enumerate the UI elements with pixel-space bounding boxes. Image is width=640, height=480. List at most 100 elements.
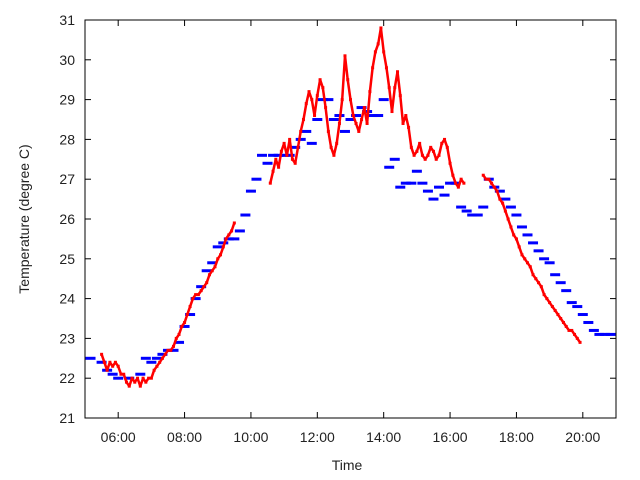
red-series-point (570, 328, 574, 332)
red-series-point (390, 110, 394, 114)
red-series-point (512, 233, 516, 237)
red-series-point (304, 102, 308, 106)
red-series-point (124, 380, 128, 384)
red-series-point (526, 261, 529, 265)
red-series-point (407, 125, 411, 129)
red-series-point (434, 157, 438, 161)
red-series-point (288, 137, 292, 141)
red-series-point (169, 348, 173, 352)
red-series-point (130, 376, 134, 380)
red-series-point (216, 257, 220, 261)
y-tick-label: 28 (59, 131, 75, 147)
red-series-point (514, 237, 518, 241)
red-series-point (528, 265, 532, 269)
y-tick-label: 27 (59, 171, 75, 187)
red-series-point (371, 66, 375, 70)
x-tick-label: 08:00 (167, 429, 202, 445)
red-series-point (454, 181, 458, 185)
red-series-point (459, 177, 463, 181)
red-series-point (517, 245, 521, 249)
y-tick-label: 22 (59, 370, 75, 386)
red-series-point (382, 50, 386, 54)
red-series-point (100, 352, 104, 356)
red-series-point (462, 181, 466, 185)
red-series-point (573, 332, 577, 336)
y-tick-label: 25 (59, 251, 75, 267)
red-series-point (149, 376, 153, 380)
red-series-point (384, 66, 388, 70)
x-tick-label: 12:00 (300, 429, 335, 445)
red-series-point (365, 121, 369, 125)
red-series-point (412, 153, 416, 157)
y-tick-label: 24 (59, 291, 75, 307)
red-series-point (445, 145, 449, 149)
red-series-point (191, 297, 195, 301)
red-series-point (561, 320, 565, 324)
plot-frame (84, 19, 617, 419)
red-series-point (185, 313, 189, 317)
red-series-point (147, 376, 151, 380)
red-series-point (321, 86, 325, 90)
x-tick-label: 10:00 (233, 429, 268, 445)
red-series-point (196, 293, 200, 297)
red-series-point (199, 289, 203, 293)
red-series-point (578, 340, 582, 344)
red-series-point (141, 376, 145, 380)
red-series-point (550, 305, 554, 309)
red-series-point (180, 324, 184, 328)
red-series-point (116, 364, 120, 368)
red-series-point (205, 281, 209, 285)
red-series-point (393, 86, 397, 90)
red-series-point (127, 384, 131, 388)
red-series-point (202, 285, 206, 289)
red-series-point (548, 301, 552, 305)
x-tick-label: 16:00 (433, 429, 468, 445)
red-series-point (224, 237, 228, 241)
red-series-point (324, 106, 328, 110)
red-series-point (296, 145, 300, 149)
red-series-point (448, 161, 452, 165)
red-series-point (207, 273, 211, 277)
y-tick-label: 29 (59, 92, 75, 108)
red-series-point (506, 217, 510, 221)
y-axis-title: Temperature (degree C) (16, 144, 32, 293)
red-series-point (437, 153, 441, 157)
red-series-point (279, 149, 283, 153)
red-series-point (301, 118, 305, 121)
red-series-point (564, 324, 568, 328)
red-series-point (357, 129, 361, 133)
x-axis-title: Time (332, 457, 363, 473)
red-series-point (343, 54, 347, 58)
x-tick-label: 18:00 (499, 429, 534, 445)
red-series-point (443, 137, 447, 141)
red-series-point (160, 356, 164, 360)
red-series-point (337, 121, 341, 125)
red-series-point (138, 384, 142, 388)
red-series-point (509, 225, 513, 229)
red-series-point (451, 173, 455, 177)
red-series-point (487, 177, 491, 181)
red-series-point (498, 197, 502, 201)
red-series-point (119, 372, 123, 376)
red-series-point (102, 360, 106, 364)
red-series-point (290, 157, 294, 161)
red-series-point (368, 90, 372, 94)
x-tick-label: 20:00 (565, 429, 600, 445)
red-series-point (396, 70, 400, 74)
red-series-point (340, 98, 344, 102)
red-series-point (332, 153, 336, 157)
red-series-point (418, 141, 422, 145)
red-series-point (293, 161, 297, 165)
red-series-point (404, 114, 408, 118)
red-series-point (329, 145, 333, 149)
red-series-point (373, 50, 377, 54)
x-tick-label: 14:00 (366, 429, 401, 445)
red-series-point (503, 209, 507, 213)
red-series-point (136, 376, 140, 380)
red-series-point (490, 181, 494, 185)
red-series-point (174, 336, 178, 340)
red-series-point (575, 336, 579, 340)
red-series-point (456, 185, 460, 189)
red-series-point (567, 328, 571, 332)
